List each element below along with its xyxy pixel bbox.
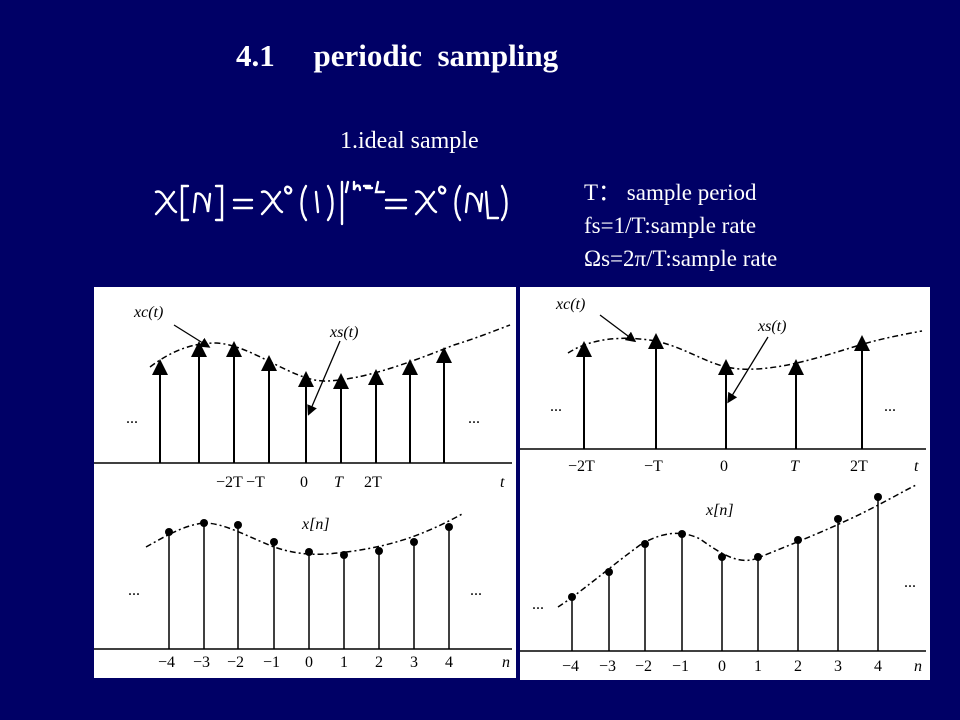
left-ellipsis: ... xyxy=(550,398,562,415)
tick-2: 2 xyxy=(794,658,802,675)
sampling-definitions: T： sample period fs=1/T:sample rate Ωs=2… xyxy=(584,176,777,275)
xn-label: x[n] xyxy=(301,516,330,533)
tick-minus-1: −1 xyxy=(263,654,280,671)
tick-minus-2t: −2T xyxy=(216,474,243,491)
tick-minus-1: −1 xyxy=(672,658,689,675)
tick-3: 3 xyxy=(410,654,418,671)
tick-minus-2: −2 xyxy=(227,654,244,671)
tick-1: 1 xyxy=(754,658,762,675)
tick-zero: 0 xyxy=(300,474,308,491)
tick-minus-4: −4 xyxy=(158,654,175,671)
right-ellipsis: ... xyxy=(884,398,896,415)
right-ellipsis: ... xyxy=(470,582,482,599)
n-axis-label: n xyxy=(502,654,510,671)
figure-right-top: xc(t) xs(t) ... ... t −2T −T 0 T 2T xyxy=(520,287,930,475)
tick-4: 4 xyxy=(445,654,453,671)
tick-minus-3: −3 xyxy=(193,654,210,671)
right-ellipsis: ... xyxy=(904,574,916,591)
xc-t-label: xc(t) xyxy=(133,304,163,321)
tick-t: T xyxy=(334,474,344,491)
tick-minus-4: −4 xyxy=(562,658,579,675)
t-axis-label: t xyxy=(914,458,919,475)
tick-t: T xyxy=(790,458,800,475)
figure-left-top: xc(t) xs(t) ... ... t −2T −T 0 T 2T xyxy=(94,287,516,495)
tick-1: 1 xyxy=(340,654,348,671)
tick-minus-2: −2 xyxy=(635,658,652,675)
n-axis-label: n xyxy=(914,658,922,675)
tick-2t: 2T xyxy=(850,458,868,475)
xc-t-label: xc(t) xyxy=(555,296,585,313)
slide-subtitle: 1.ideal sample xyxy=(340,128,479,154)
tick-2: 2 xyxy=(375,654,383,671)
slide-title: 4.1 periodic sampling xyxy=(236,38,559,73)
tick-minus-3: −3 xyxy=(599,658,616,675)
tick-minus-t: −T xyxy=(644,458,663,475)
tick-0: 0 xyxy=(305,654,313,671)
tick-2t: 2T xyxy=(364,474,382,491)
figure-left-bottom: x[n] ... ... n −4 −3 −2 −1 0 1 2 3 4 xyxy=(94,495,516,678)
tick-minus-t: −T xyxy=(246,474,265,491)
left-ellipsis: ... xyxy=(128,582,140,599)
left-ellipsis: ... xyxy=(532,596,544,613)
sample-rate-note: fs=1/T:sample rate xyxy=(584,213,757,238)
xs-t-label: xs(t) xyxy=(757,318,786,335)
tick-3: 3 xyxy=(834,658,842,675)
t-axis-label: t xyxy=(500,474,505,491)
tick-minus-2t: −2T xyxy=(568,458,595,475)
sample-period-note: T： sample period xyxy=(584,180,757,205)
left-ellipsis: ... xyxy=(126,410,138,427)
tick-zero: 0 xyxy=(720,458,728,475)
tick-0: 0 xyxy=(718,658,726,675)
xs-t-label: xs(t) xyxy=(329,324,358,341)
figure-right-bottom: x[n] ... ... n −4 −3 −2 −1 0 1 2 3 4 xyxy=(520,475,930,680)
right-ellipsis: ... xyxy=(468,410,480,427)
tick-4: 4 xyxy=(874,658,882,675)
sampling-formula-handwritten xyxy=(154,180,508,226)
angular-sample-rate-note: Ωs=2π/T:sample rate xyxy=(584,246,778,271)
xn-label: x[n] xyxy=(705,502,734,519)
